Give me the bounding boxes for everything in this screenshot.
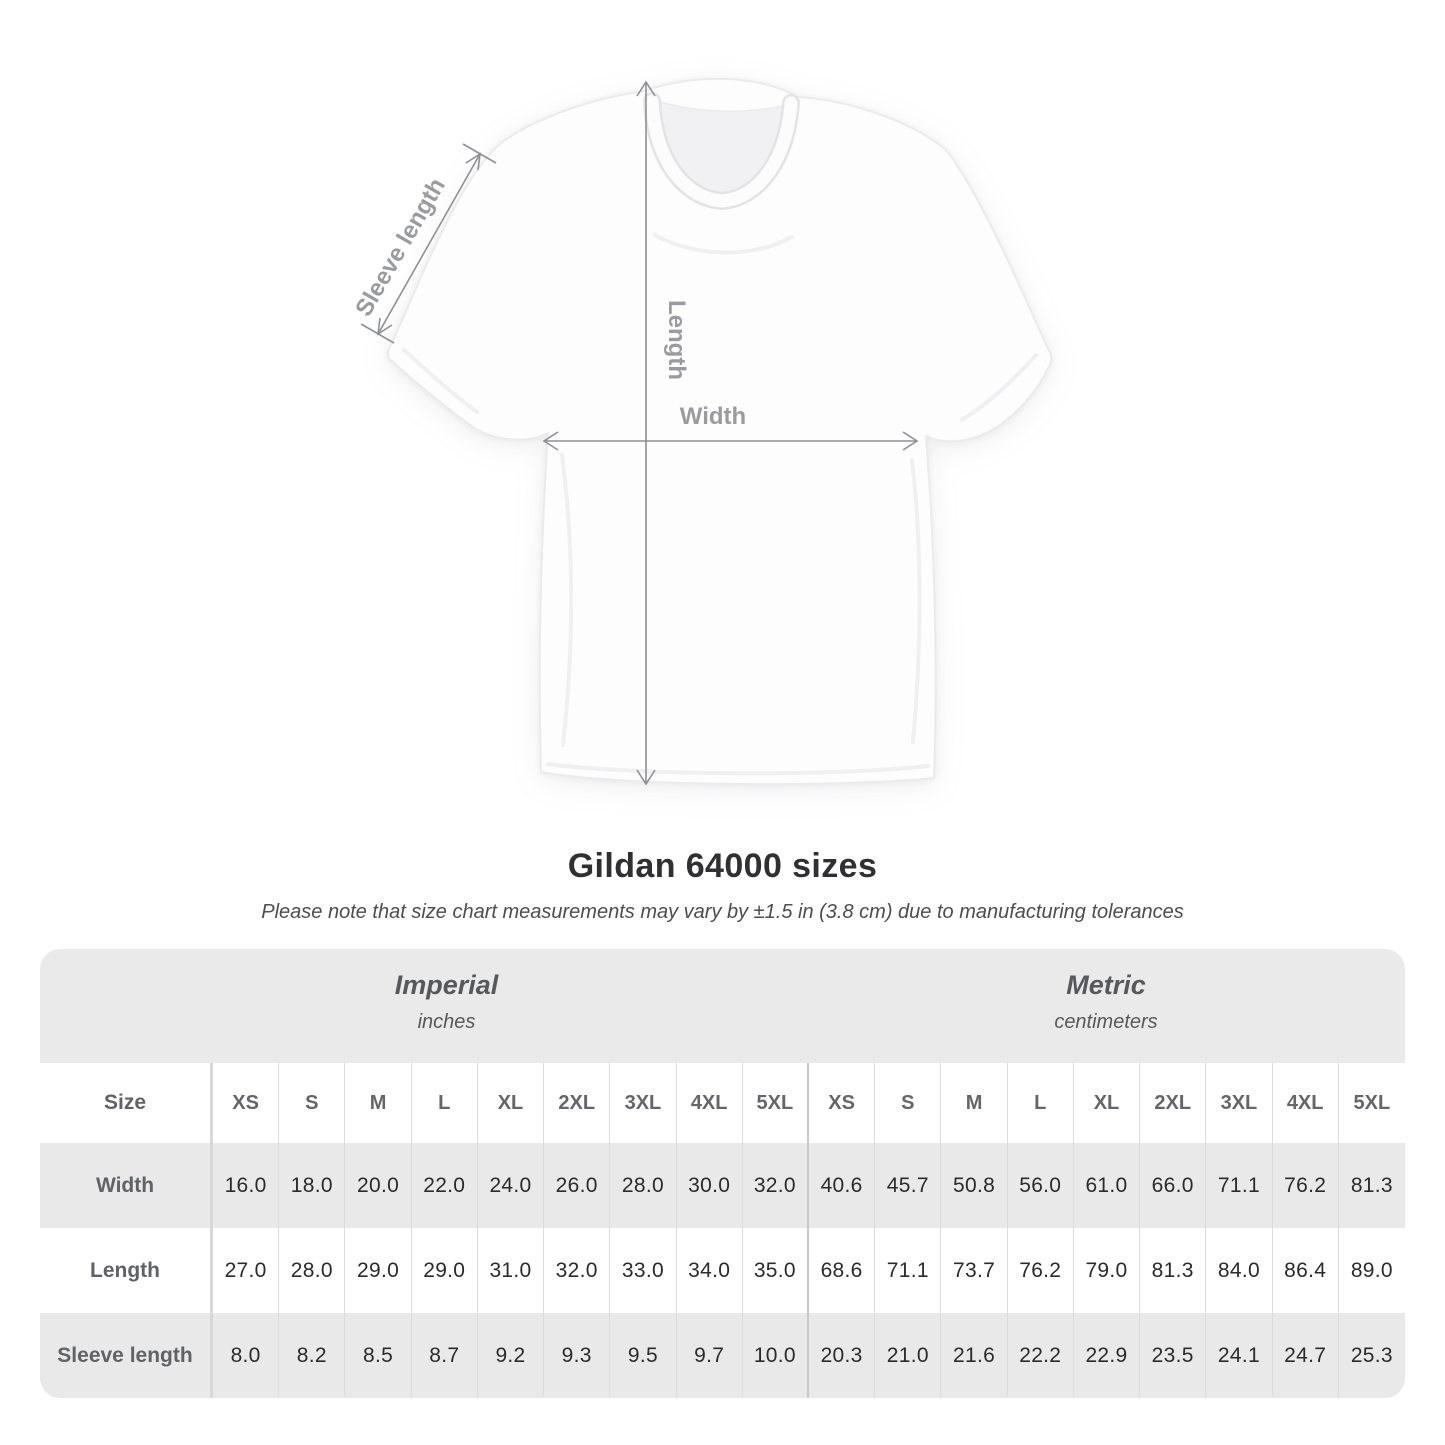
value-cell: 8.7 [411,1313,478,1398]
value-cell: 76.2 [1272,1143,1339,1228]
size-col-header: 5XL [742,1063,809,1143]
width-label: Width [680,403,746,430]
value-cell: 71.1 [875,1228,942,1313]
size-col-header: 4XL [1272,1063,1339,1143]
value-cell: 30.0 [676,1143,743,1228]
value-cell: 22.2 [1007,1313,1074,1398]
value-cell: 16.0 [213,1143,280,1228]
value-cell: 9.7 [676,1313,743,1398]
tshirt-measurement-diagram: Width Length Sleeve length [350,77,1053,786]
size-col-header: XS [213,1063,280,1143]
row-label: Sleeve length [40,1313,213,1398]
row-label: Width [40,1143,213,1228]
value-cell: 8.2 [279,1313,346,1398]
value-cell: 18.0 [279,1143,346,1228]
size-col-header: S [875,1063,942,1143]
value-cell: 9.2 [477,1313,545,1398]
value-cell: 9.5 [610,1313,677,1398]
size-col-header: 3XL [610,1063,677,1143]
size-col-header: 2XL [544,1063,611,1143]
value-cell: 31.0 [477,1228,545,1313]
size-col-header: XS [808,1063,876,1143]
value-cell: 61.0 [1073,1143,1141,1228]
value-cell: 34.0 [676,1228,743,1313]
value-cell: 26.0 [544,1143,611,1228]
value-cell: 20.3 [808,1313,876,1398]
unit-header-band: Imperial inches Metric centimeters [40,949,1405,1063]
imperial-label: Imperial [394,970,499,1000]
value-cell: 86.4 [1272,1228,1339,1313]
value-cell: 24.1 [1206,1313,1273,1398]
value-cell: 50.8 [941,1143,1008,1228]
tolerance-note: Please note that size chart measurements… [261,901,1184,923]
value-cell: 22.0 [411,1143,478,1228]
value-cell: 56.0 [1007,1143,1074,1228]
size-col-header: S [279,1063,346,1143]
value-cell: 29.0 [411,1228,478,1313]
value-cell: 28.0 [610,1143,677,1228]
size-col-header: 4XL [676,1063,743,1143]
size-col-header: 5XL [1338,1063,1405,1143]
value-cell: 24.0 [477,1143,545,1228]
size-col-header: XL [1073,1063,1141,1143]
length-arrow [636,80,656,786]
value-cell: 27.0 [213,1228,280,1313]
length-label: Length [663,300,690,380]
value-cell: 76.2 [1007,1228,1074,1313]
size-col-header: 3XL [1206,1063,1273,1143]
size-corner-cell: Size [40,1063,213,1143]
value-cell: 68.6 [808,1228,876,1313]
value-cell: 32.0 [742,1143,809,1228]
metric-label: Metric [1066,970,1146,1000]
value-cell: 89.0 [1338,1228,1405,1313]
value-cell: 21.0 [875,1313,942,1398]
tshirt-illustration [386,77,1053,786]
value-cell: 8.5 [345,1313,412,1398]
value-cell: 21.6 [941,1313,1008,1398]
size-table: Imperial inches Metric centimeters Size X… [40,949,1405,1398]
size-col-header: L [1007,1063,1074,1143]
value-cell: 22.9 [1073,1313,1141,1398]
size-table-grid: Size XS S M L XL 2XL 3XL 4XL 5XL XS S M L XL 2XL 3XL 4XL 5… [40,1063,1405,1398]
value-cell: 24.7 [1272,1313,1339,1398]
value-cell: 23.5 [1140,1313,1207,1398]
size-col-header: M [941,1063,1008,1143]
value-cell: 73.7 [941,1228,1008,1313]
value-cell: 28.0 [279,1228,346,1313]
value-cell: 66.0 [1140,1143,1207,1228]
sleeve-length-arrow [360,143,497,344]
imperial-header: Imperial inches [40,949,807,1063]
value-cell: 8.0 [213,1313,280,1398]
value-cell: 9.3 [544,1313,611,1398]
width-arrow [542,431,919,451]
row-label: Length [40,1228,213,1313]
value-cell: 32.0 [544,1228,611,1313]
metric-unit-label: centimeters [1054,1011,1158,1033]
value-cell: 35.0 [742,1228,809,1313]
imperial-unit-label: inches [417,1011,476,1033]
value-cell: 33.0 [610,1228,677,1313]
value-cell: 40.6 [808,1143,876,1228]
value-cell: 81.3 [1338,1143,1405,1228]
value-cell: 84.0 [1206,1228,1273,1313]
value-cell: 20.0 [345,1143,412,1228]
page-title: Gildan 64000 sizes [567,847,878,885]
value-cell: 81.3 [1140,1228,1207,1313]
metric-header: Metric centimeters [807,949,1405,1063]
value-cell: 45.7 [875,1143,942,1228]
value-cell: 79.0 [1073,1228,1141,1313]
size-col-header: L [411,1063,478,1143]
value-cell: 25.3 [1338,1313,1405,1398]
size-col-header: XL [477,1063,545,1143]
size-col-header: M [345,1063,412,1143]
value-cell: 10.0 [742,1313,809,1398]
size-col-header: 2XL [1140,1063,1207,1143]
value-cell: 71.1 [1206,1143,1273,1228]
value-cell: 29.0 [345,1228,412,1313]
